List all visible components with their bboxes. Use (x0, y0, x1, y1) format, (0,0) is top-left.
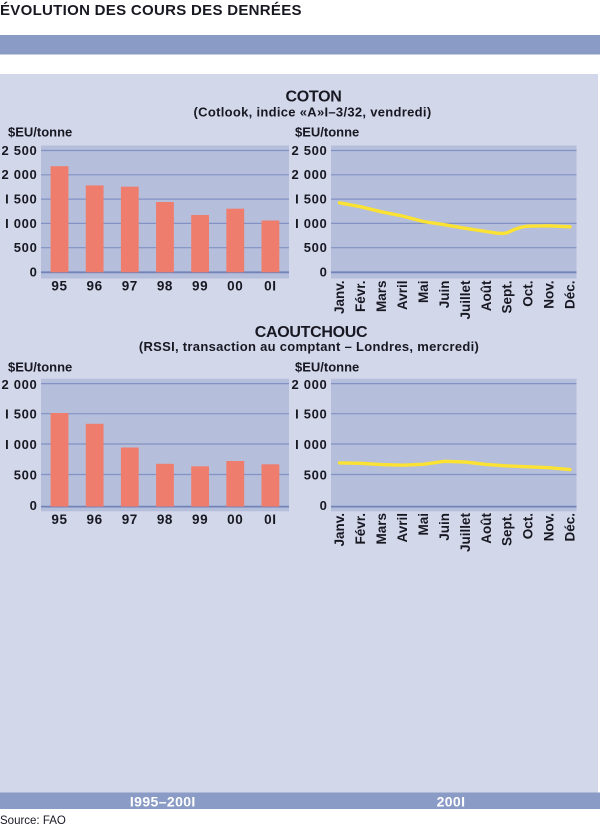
svg-text:Févr.: Févr. (353, 513, 368, 545)
svg-text:00: 00 (227, 512, 243, 527)
svg-text:ÉVOLUTION DES COURS DES DENRÉE: ÉVOLUTION DES COURS DES DENRÉES (0, 2, 302, 19)
svg-text:500: 500 (304, 467, 328, 482)
svg-text:I 500: I 500 (5, 406, 37, 421)
svg-text:Juillet: Juillet (458, 513, 473, 553)
svg-text:Déc.: Déc. (563, 513, 578, 542)
svg-text:2 000: 2 000 (1, 377, 37, 392)
svg-text:Sept.: Sept. (500, 513, 515, 546)
svg-text:96: 96 (87, 512, 103, 527)
svg-text:2 500: 2 500 (291, 143, 327, 158)
svg-text:Déc.: Déc. (563, 281, 578, 310)
svg-text:0: 0 (30, 498, 38, 513)
svg-text:I 000: I 000 (5, 437, 37, 452)
svg-text:500: 500 (304, 240, 328, 255)
svg-text:2 000: 2 000 (291, 167, 327, 182)
svg-text:Avril: Avril (395, 513, 410, 543)
svg-text:Juin: Juin (437, 513, 452, 541)
svg-text:500: 500 (14, 467, 38, 482)
svg-text:98: 98 (157, 279, 173, 294)
svg-text:I 500: I 500 (5, 192, 37, 207)
svg-text:95: 95 (51, 512, 67, 527)
svg-text:0I: 0I (264, 279, 276, 294)
svg-text:0: 0 (320, 264, 328, 279)
svg-text:I 500: I 500 (295, 406, 327, 421)
svg-text:2 000: 2 000 (291, 377, 327, 392)
svg-text:Janv.: Janv. (332, 281, 347, 315)
svg-text:Sept.: Sept. (500, 281, 515, 314)
svg-text:$EU/tonne: $EU/tonne (295, 360, 359, 375)
svg-text:97: 97 (122, 279, 138, 294)
svg-text:00: 00 (227, 279, 243, 294)
svg-text:96: 96 (87, 279, 103, 294)
svg-text:200I: 200I (437, 793, 466, 809)
svg-text:Juin: Juin (437, 281, 452, 309)
svg-text:Source: FAO: Source: FAO (0, 815, 66, 826)
svg-text:Août: Août (479, 280, 494, 311)
svg-text:Oct.: Oct. (521, 513, 536, 539)
svg-text:$EU/tonne: $EU/tonne (8, 125, 72, 140)
svg-text:0: 0 (320, 498, 328, 513)
svg-text:2 000: 2 000 (1, 167, 37, 182)
svg-text:I 000: I 000 (295, 216, 327, 231)
svg-text:Mai: Mai (416, 281, 431, 304)
svg-text:500: 500 (14, 240, 38, 255)
svg-text:2 500: 2 500 (1, 143, 37, 158)
svg-text:Févr.: Févr. (353, 281, 368, 313)
svg-text:(Cotlook, indice «A»I–3/32, ve: (Cotlook, indice «A»I–3/32, vendredi) (194, 105, 432, 120)
svg-text:Janv.: Janv. (332, 513, 347, 547)
svg-text:CAOUTCHOUC: CAOUTCHOUC (255, 324, 368, 341)
svg-text:Avril: Avril (395, 281, 410, 311)
svg-text:Août: Août (479, 513, 494, 544)
svg-text:99: 99 (192, 279, 208, 294)
svg-text:98: 98 (157, 512, 173, 527)
svg-text:0: 0 (30, 264, 38, 279)
svg-text:I 000: I 000 (5, 216, 37, 231)
svg-text:99: 99 (192, 512, 208, 527)
svg-text:0I: 0I (264, 512, 276, 527)
svg-text:Oct.: Oct. (521, 281, 536, 307)
svg-text:(RSSI, transaction au comptant: (RSSI, transaction au comptant – Londres… (139, 339, 479, 354)
svg-text:I 500: I 500 (295, 192, 327, 207)
svg-text:Mars: Mars (374, 281, 389, 313)
svg-text:95: 95 (51, 279, 67, 294)
svg-text:I 000: I 000 (295, 437, 327, 452)
svg-text:COTON: COTON (286, 89, 342, 106)
svg-text:Mars: Mars (374, 513, 389, 545)
svg-text:97: 97 (122, 512, 138, 527)
svg-text:$EU/tonne: $EU/tonne (8, 360, 72, 375)
svg-text:I995–200I: I995–200I (130, 793, 196, 809)
svg-text:$EU/tonne: $EU/tonne (295, 125, 359, 140)
svg-text:Mai: Mai (416, 513, 431, 536)
svg-text:Nov.: Nov. (542, 513, 557, 541)
svg-text:Juillet: Juillet (458, 280, 473, 320)
svg-text:Nov.: Nov. (542, 281, 557, 309)
